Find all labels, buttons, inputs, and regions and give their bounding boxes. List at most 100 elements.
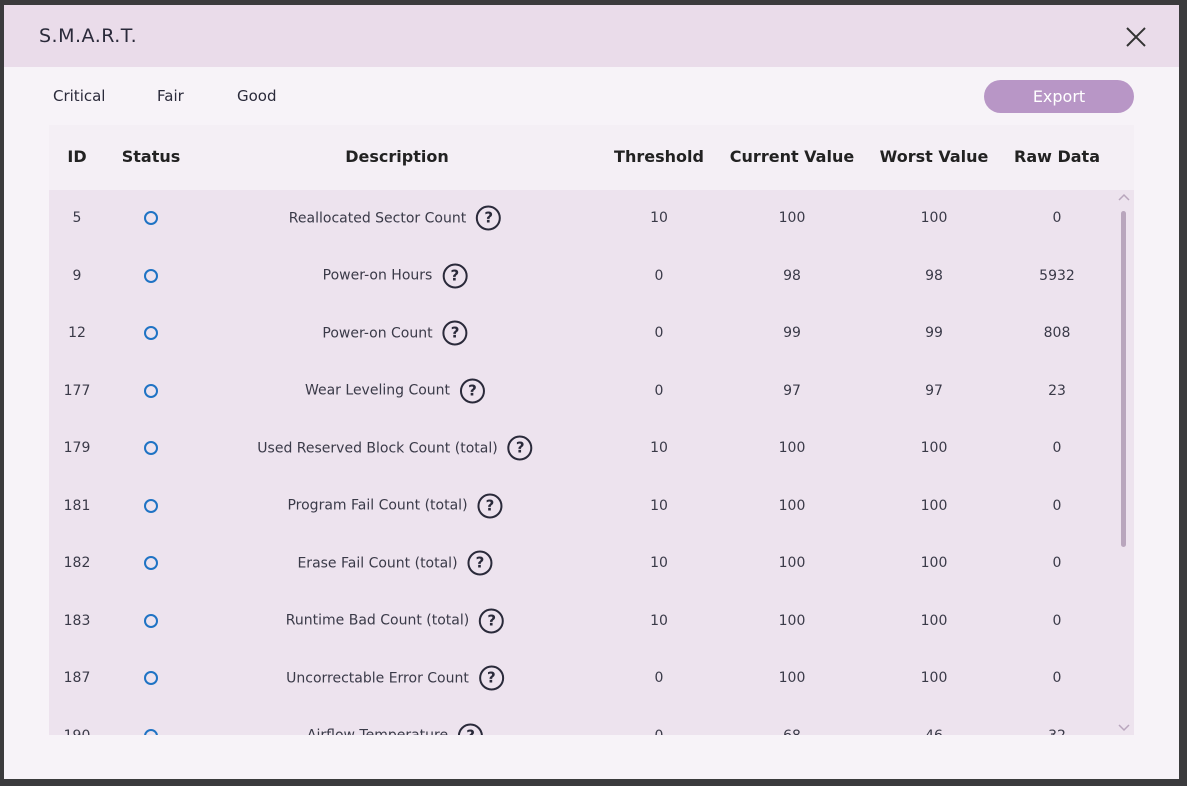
help-icon[interactable]: ?: [507, 435, 533, 461]
scroll-down[interactable]: [1117, 723, 1131, 733]
status-indicator: [144, 671, 158, 685]
description-text: Airflow Temperature: [307, 728, 448, 736]
cell-id: 9: [72, 267, 82, 284]
cell-raw: 0: [1052, 612, 1062, 629]
cell-id: 177: [63, 382, 91, 399]
cell-threshold: 0: [654, 670, 664, 686]
cell-id: 182: [63, 555, 91, 571]
cell-threshold: 0: [654, 325, 664, 341]
help-icon[interactable]: ?: [460, 378, 486, 403]
column-header: Description: [345, 147, 449, 166]
cell-description: Wear Leveling Count?: [304, 378, 486, 403]
description-text: Runtime Bad Count (total): [285, 612, 470, 629]
cell-raw: 32: [1048, 728, 1066, 736]
legend-item: Fair: [157, 87, 184, 105]
column-header: Raw Data: [1014, 147, 1100, 166]
cell-description: Reallocated Sector Count?: [288, 205, 502, 231]
cell-current: 100: [778, 440, 806, 456]
export-button[interactable]: Export: [984, 80, 1134, 113]
status-indicator: [144, 498, 158, 513]
dialog-title: S.M.A.R.T.: [39, 25, 138, 47]
cell-description: Runtime Bad Count (total)?: [285, 608, 505, 633]
smart-table: ID Status Description Threshold Current Valu…: [49, 125, 1134, 735]
cell-raw: 0: [1052, 440, 1062, 456]
column-header: Current Value: [729, 147, 855, 166]
status-indicator: [144, 728, 158, 735]
cell-current: 100: [778, 612, 806, 629]
status-indicator: [144, 211, 158, 225]
cell-id: 181: [63, 497, 91, 514]
legend-item: Good: [237, 87, 277, 105]
close-button[interactable]: [1124, 25, 1148, 49]
help-icon[interactable]: ?: [478, 665, 504, 691]
column-header: Worst Value: [879, 147, 989, 166]
status-indicator: [144, 383, 158, 398]
legend-label: Fair: [157, 87, 184, 105]
help-icon[interactable]: ?: [477, 493, 503, 518]
cell-description: Airflow Temperature?: [307, 723, 484, 736]
cell-threshold: 10: [650, 612, 668, 629]
cell-threshold: 0: [654, 382, 664, 399]
cell-current: 99: [783, 325, 801, 341]
cell-worst: 98: [925, 267, 943, 284]
smart-dialog: S.M.A.R.T. Export ID Status Description Thr…: [4, 5, 1179, 779]
help-icon[interactable]: ?: [458, 723, 484, 735]
status-indicator: [144, 613, 158, 628]
cell-description: Uncorrectable Error Count?: [286, 665, 504, 691]
cell-current: 68: [783, 728, 801, 736]
description-text: Power-on Hours: [322, 267, 433, 284]
cell-current: 100: [778, 497, 806, 514]
cell-worst: 100: [920, 210, 948, 226]
cell-worst: 100: [920, 670, 948, 686]
help-icon[interactable]: ?: [467, 550, 493, 576]
cell-worst: 99: [925, 325, 943, 341]
scroll-up[interactable]: [1117, 193, 1131, 203]
description-text: Uncorrectable Error Count: [286, 670, 469, 686]
help-icon[interactable]: ?: [442, 263, 468, 288]
cell-id: 190: [64, 728, 91, 736]
description-text: Erase Fail Count (total): [297, 555, 458, 571]
cell-threshold: 10: [650, 440, 668, 456]
cell-raw: 0: [1052, 497, 1062, 514]
cell-worst: 100: [920, 440, 948, 456]
column-header: Threshold: [614, 147, 704, 166]
legend-label: Critical: [53, 87, 106, 105]
cell-current: 100: [778, 670, 806, 686]
cell-raw: 0: [1052, 555, 1062, 571]
cell-id: 187: [63, 670, 91, 686]
help-icon[interactable]: ?: [476, 205, 502, 231]
cell-threshold: 10: [650, 210, 668, 226]
cell-threshold: 0: [654, 267, 664, 284]
help-icon[interactable]: ?: [479, 608, 505, 633]
description-text: Wear Leveling Count: [304, 382, 451, 399]
cell-worst: 100: [920, 612, 948, 629]
cell-raw: 0: [1052, 670, 1062, 686]
cell-raw: 808: [1043, 325, 1071, 341]
cell-raw: 23: [1048, 382, 1066, 399]
cell-current: 98: [783, 267, 801, 284]
description-text: Used Reserved Block Count (total): [257, 440, 498, 456]
cell-worst: 100: [920, 497, 948, 514]
scrollbar-thumb[interactable]: [1121, 211, 1126, 547]
cell-description: Power-on Count?: [322, 320, 468, 346]
description-text: Reallocated Sector Count: [288, 210, 467, 226]
column-header: ID: [67, 147, 87, 166]
help-icon[interactable]: ?: [442, 320, 468, 346]
cell-description: Erase Fail Count (total)?: [297, 550, 493, 576]
cell-raw: 0: [1052, 210, 1062, 226]
cell-current: 100: [778, 210, 806, 226]
cell-id: 183: [63, 612, 91, 629]
cell-id: 179: [63, 440, 91, 456]
status-indicator: [144, 441, 158, 455]
status-indicator: [144, 268, 158, 283]
cell-worst: 46: [925, 728, 943, 736]
cell-worst: 97: [925, 382, 943, 399]
cell-threshold: 10: [650, 497, 668, 514]
cell-description: Power-on Hours?: [323, 263, 468, 288]
description-text: Program Fail Count (total): [287, 497, 468, 514]
cell-raw: 5932: [1039, 267, 1075, 284]
description-text: Power-on Count: [322, 325, 433, 341]
cell-id: 12: [68, 325, 86, 341]
legend-item: Critical: [53, 87, 105, 105]
